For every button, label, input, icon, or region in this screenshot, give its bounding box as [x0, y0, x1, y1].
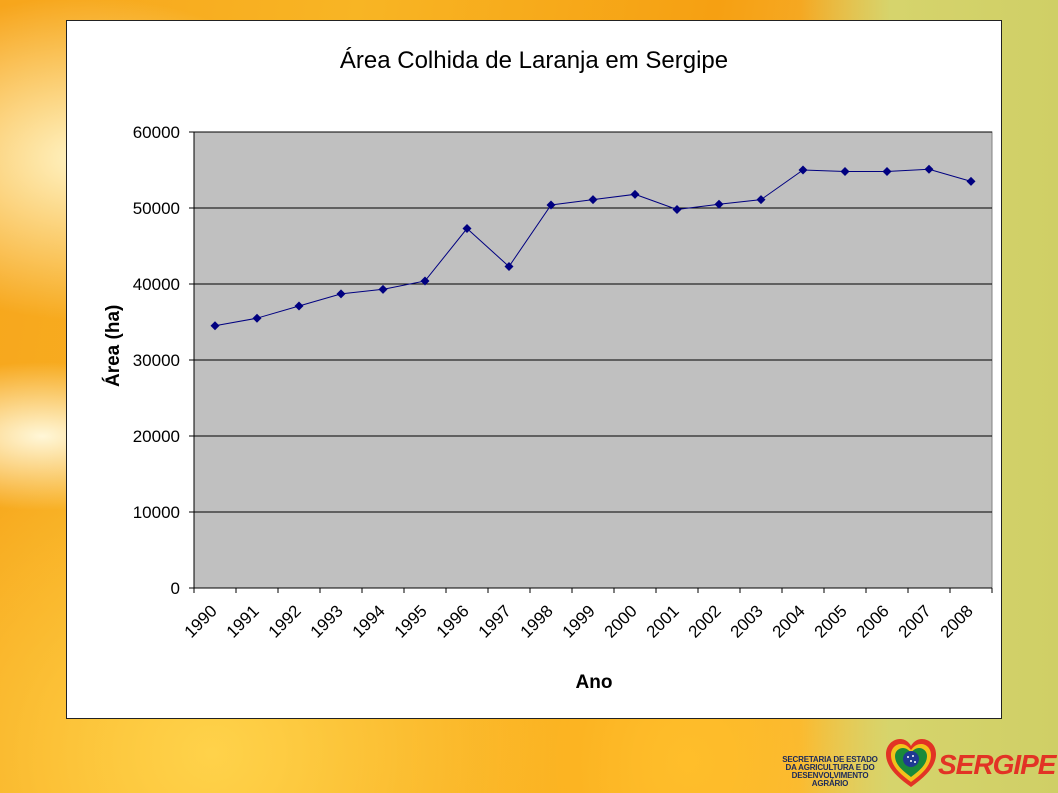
- x-tick-label: 1994: [349, 601, 389, 641]
- y-axis-title: Área (ha): [103, 304, 124, 387]
- chart-frame: 0 10000 20000 30000 40000 50000 60000 1990 1991 1…: [66, 20, 1002, 719]
- x-tick-label: 1996: [433, 601, 473, 641]
- data-point: [336, 289, 346, 299]
- x-tick-label: 2004: [769, 601, 809, 641]
- x-tick-label: 1991: [223, 601, 263, 641]
- y-tick-label: 60000: [133, 123, 180, 142]
- x-tick-label: 1992: [265, 601, 305, 641]
- data-point: [924, 164, 934, 174]
- secretaria-text: SECRETARIA DE ESTADO DA AGRICULTURA E DO…: [782, 755, 878, 788]
- y-tick-label: 30000: [133, 351, 180, 370]
- x-tick-label: 1990: [181, 601, 221, 641]
- data-point: [462, 224, 472, 234]
- data-point: [714, 199, 724, 209]
- data-point: [966, 176, 976, 186]
- data-point: [882, 167, 892, 177]
- footer-logo: SECRETARIA DE ESTADO DA AGRICULTURA E DO…: [770, 735, 1056, 791]
- y-tick-label: 50000: [133, 199, 180, 218]
- x-tick-label: 2008: [937, 601, 977, 641]
- data-point: [840, 167, 850, 177]
- data-point: [546, 200, 556, 210]
- x-axis-title: Ano: [575, 672, 613, 693]
- x-tick-label: 2006: [853, 601, 893, 641]
- data-point: [756, 195, 766, 205]
- data-point: [504, 262, 514, 272]
- data-point: [420, 276, 430, 286]
- y-tick-label: 40000: [133, 275, 180, 294]
- data-point: [252, 313, 262, 323]
- data-point: [588, 195, 598, 205]
- y-tick-label: 10000: [133, 503, 180, 522]
- x-tick-label: 2001: [643, 601, 683, 641]
- brand-wordmark: SERGIPE: [938, 749, 1056, 780]
- x-tick-label: 2000: [601, 601, 641, 641]
- data-point: [378, 284, 388, 294]
- x-tick-label: 1997: [475, 601, 515, 641]
- chart-title: Área Colhida de Laranja em Sergipe: [339, 47, 729, 74]
- x-tick-label: 2002: [685, 601, 725, 641]
- data-point: [210, 321, 220, 331]
- data-point: [672, 205, 682, 215]
- data-point: [798, 165, 808, 175]
- x-tick-label: 1995: [391, 601, 431, 641]
- x-tick-label: 1998: [517, 601, 557, 641]
- data-point: [630, 189, 640, 199]
- heart-flag-logo-icon: [886, 739, 936, 787]
- x-tick-label: 2005: [811, 601, 851, 641]
- y-tick-label: 20000: [133, 427, 180, 446]
- x-tick-label: 2007: [895, 601, 935, 641]
- x-tick-label: 2003: [727, 601, 767, 641]
- data-point: [294, 301, 304, 311]
- x-tick-label: 1999: [559, 601, 599, 641]
- x-tick-label: 1993: [307, 601, 347, 641]
- y-tick-label: 0: [171, 579, 180, 598]
